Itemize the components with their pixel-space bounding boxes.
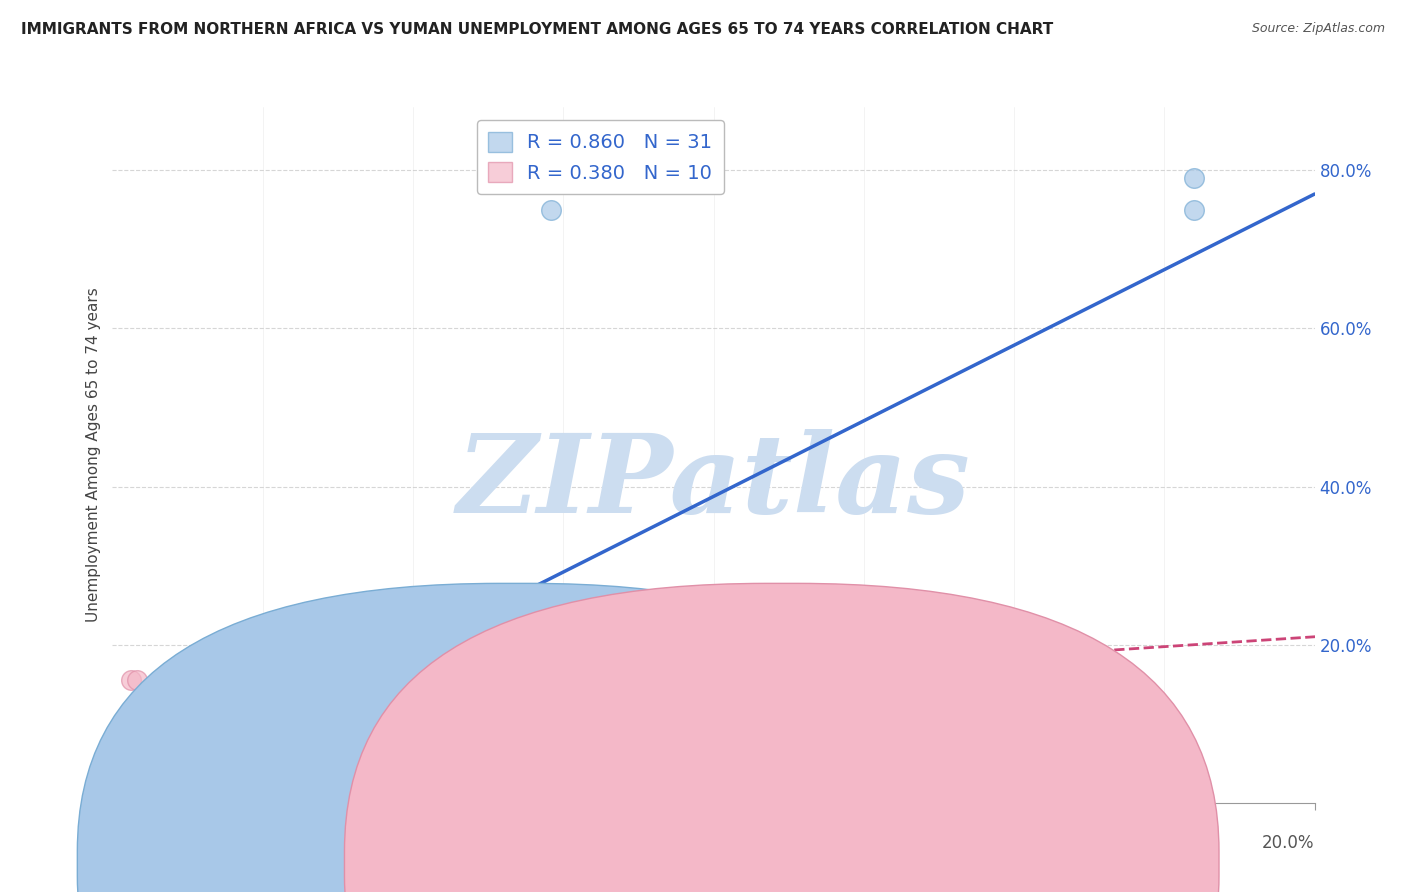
Point — [167, 776, 190, 790]
Point — [155, 780, 177, 794]
Point — [402, 677, 425, 691]
Point — [125, 784, 148, 798]
Point — [1184, 171, 1206, 186]
Point — [131, 780, 153, 794]
Text: Immigrants from Northern Africa: Immigrants from Northern Africa — [537, 856, 787, 871]
Point — [162, 729, 184, 743]
Legend: R = 0.860   N = 31, R = 0.380   N = 10: R = 0.860 N = 31, R = 0.380 N = 10 — [477, 120, 724, 194]
Point — [492, 677, 515, 691]
Point — [114, 772, 136, 786]
Point — [120, 788, 142, 802]
Point — [120, 788, 142, 802]
Point — [281, 625, 304, 640]
Text: IMMIGRANTS FROM NORTHERN AFRICA VS YUMAN UNEMPLOYMENT AMONG AGES 65 TO 74 YEARS : IMMIGRANTS FROM NORTHERN AFRICA VS YUMAN… — [21, 22, 1053, 37]
Point — [233, 724, 256, 739]
Text: ZIPatlas: ZIPatlas — [457, 429, 970, 536]
Point — [191, 772, 214, 786]
Text: 20.0%: 20.0% — [1263, 834, 1315, 852]
Point — [162, 772, 184, 786]
Point — [180, 768, 202, 782]
Point — [643, 665, 665, 680]
Point — [138, 788, 160, 802]
Point — [107, 788, 129, 802]
Point — [312, 701, 335, 715]
Point — [125, 780, 148, 794]
Point — [204, 776, 226, 790]
Point — [107, 788, 129, 802]
Point — [540, 202, 562, 217]
Point — [125, 673, 148, 688]
Point — [107, 780, 129, 794]
Text: Source: ZipAtlas.com: Source: ZipAtlas.com — [1251, 22, 1385, 36]
Point — [672, 681, 695, 695]
Y-axis label: Unemployment Among Ages 65 to 74 years: Unemployment Among Ages 65 to 74 years — [86, 287, 101, 623]
Text: 0.0%: 0.0% — [112, 834, 155, 852]
Point — [138, 778, 160, 792]
Point — [281, 748, 304, 763]
Point — [120, 776, 142, 790]
Point — [1184, 202, 1206, 217]
Point — [114, 784, 136, 798]
Point — [131, 781, 153, 796]
Point — [120, 673, 142, 688]
Point — [197, 772, 219, 786]
Point — [114, 788, 136, 802]
Point — [149, 776, 172, 790]
Text: Yuman: Yuman — [804, 856, 855, 871]
Point — [143, 773, 166, 788]
Point — [252, 737, 274, 751]
Point — [131, 772, 153, 786]
Point — [186, 765, 208, 780]
Point — [215, 765, 238, 780]
Point — [173, 764, 195, 779]
